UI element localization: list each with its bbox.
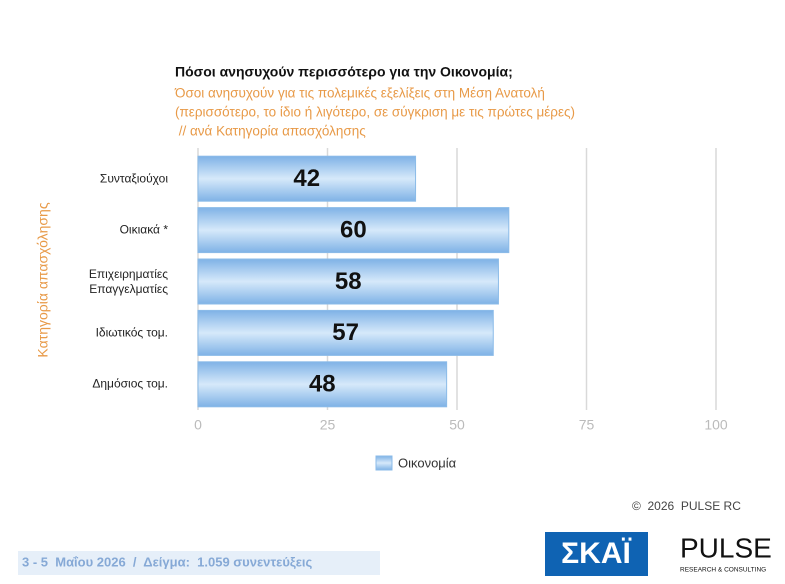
sample: 3 - 5 Μαΐου 2026 / Δείγμα: 1.059 συνεντε… [22, 554, 312, 569]
pulse-logo: PULSE [680, 532, 772, 563]
value-label: 42 [293, 165, 320, 192]
bar [197, 207, 510, 254]
skai-logo-text: ΣΚΑΪ [561, 537, 631, 570]
y-tick-label: Οικιακά * [119, 222, 168, 237]
copyright: © 2026 PULSE RC [632, 499, 741, 513]
bar [197, 361, 448, 408]
value-label: 60 [340, 216, 367, 243]
value-label: 57 [332, 319, 359, 346]
subtitle: Όσοι ανησυχούν για τις πολεμικές εξελίξε… [174, 86, 545, 101]
x-tick-label: 50 [449, 417, 465, 433]
y-axis-label: Κατηγορία απασχόλησης [35, 202, 51, 357]
x-tick-label: 0 [194, 417, 202, 433]
y-tick-label: Ιδιωτικός τομ. [95, 325, 168, 340]
y-tick-label: Δημόσιος τομ. [92, 376, 168, 391]
y-tick-label: Επιχειρηματίες Επαγγελματίες [88, 266, 168, 296]
subtitle: // ανά Κατηγορία απασχόλησης [175, 124, 366, 139]
skai-logo [545, 532, 648, 576]
legend-label: Οικονομία [398, 455, 457, 470]
value-label: 48 [309, 371, 336, 398]
pulse-logo-sub: RESEARCH & CONSULTING [680, 567, 766, 574]
x-tick-label: 75 [579, 417, 595, 433]
subtitle: (περισσότερο, το ίδιο ή λιγότερο, σε σύγ… [175, 105, 575, 120]
chart-title: Πόσοι ανησυχούν περισσότερο για την Οικο… [175, 64, 513, 80]
legend-swatch [375, 455, 393, 471]
sample-box [18, 551, 380, 575]
value-label: 58 [335, 268, 362, 295]
bar [197, 258, 499, 305]
bar [197, 155, 417, 202]
bar [197, 309, 494, 356]
x-tick-label: 25 [320, 417, 336, 433]
y-tick-label: Συνταξιούχοι [99, 171, 168, 186]
x-tick-label: 100 [704, 417, 728, 433]
